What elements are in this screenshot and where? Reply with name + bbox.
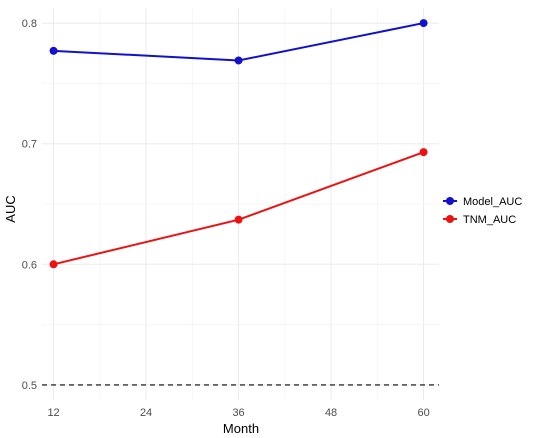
y-tick-label: 0.7 <box>22 139 37 151</box>
legend-item-Model_AUC: Model_AUC <box>443 196 522 208</box>
data-point-Model_AUC <box>234 56 243 65</box>
x-tick-label: 36 <box>232 407 244 419</box>
data-point-TNM_AUC <box>419 148 428 157</box>
y-tick-label: 0.6 <box>22 259 37 271</box>
y-tick-labels: 0.5 0.6 0.7 0.8 <box>22 18 37 392</box>
x-tick-label: 12 <box>47 407 59 419</box>
legend: Model_AUC TNM_AUC <box>443 196 522 226</box>
legend-label: Model_AUC <box>463 196 522 208</box>
x-axis-title: Month <box>223 421 259 436</box>
legend-key-point <box>446 197 454 205</box>
data-point-Model_AUC <box>419 19 428 28</box>
series-layer <box>49 19 428 269</box>
series-Model_AUC <box>49 19 428 65</box>
series-TNM_AUC <box>49 148 428 269</box>
x-tick-label: 60 <box>417 407 429 419</box>
x-tick-label: 48 <box>325 407 337 419</box>
legend-label: TNM_AUC <box>463 214 516 226</box>
data-point-TNM_AUC <box>49 260 58 269</box>
data-point-Model_AUC <box>49 46 58 55</box>
data-point-TNM_AUC <box>234 215 243 224</box>
y-tick-label: 0.8 <box>22 18 37 30</box>
y-axis-title: AUC <box>3 195 18 222</box>
x-tick-label: 24 <box>140 407 152 419</box>
y-tick-label: 0.5 <box>22 380 37 392</box>
x-tick-labels: 12 24 36 48 60 <box>47 407 429 419</box>
legend-item-TNM_AUC: TNM_AUC <box>443 214 516 226</box>
legend-key-point <box>446 215 454 223</box>
